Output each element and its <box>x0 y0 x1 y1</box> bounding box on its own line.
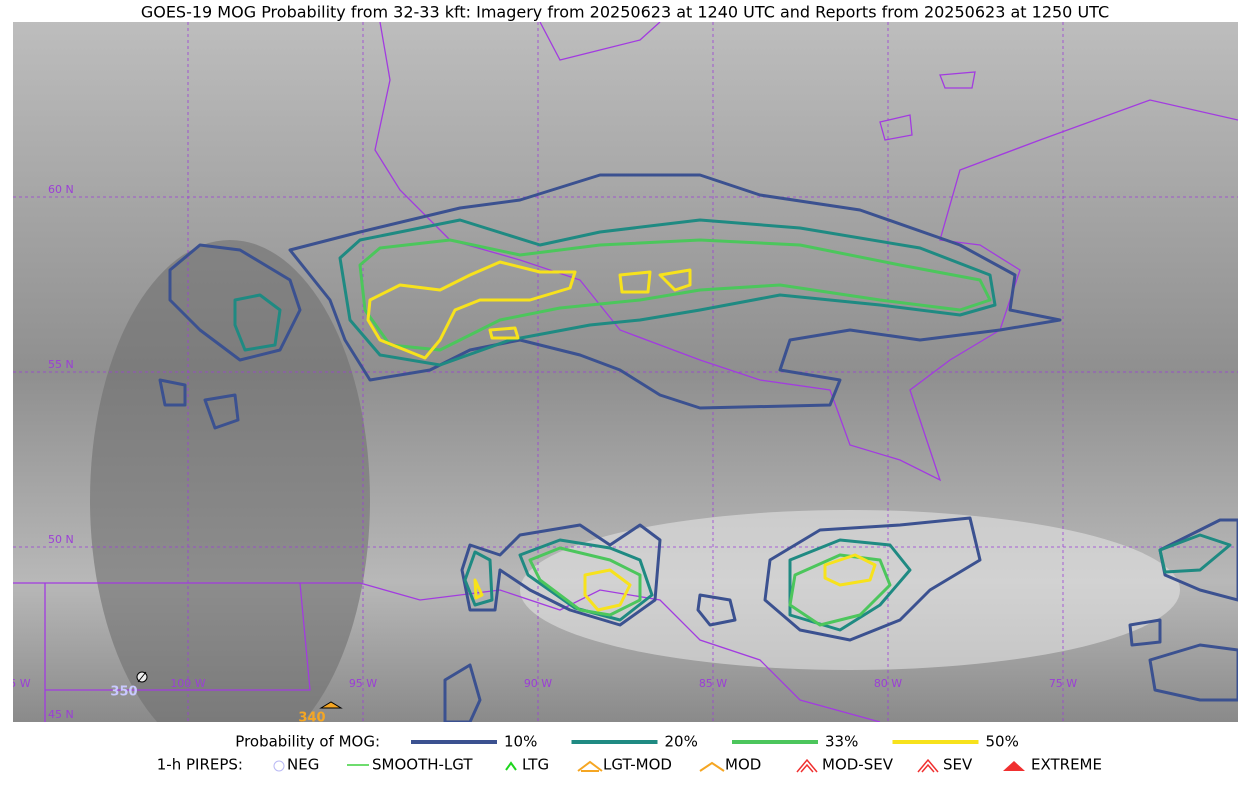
latitude-label: 50 N <box>48 533 74 546</box>
latitude-label: 60 N <box>48 183 74 196</box>
pirep-label: SEV <box>943 756 973 774</box>
pirep-symbol <box>917 758 939 773</box>
latitude-label: 55 N <box>48 358 74 371</box>
legend-label: 33% <box>825 733 858 751</box>
pirep-symbol <box>273 760 285 772</box>
map: 60 N 55 N 50 N 45 N 105 W 100 W 95 W 90 … <box>0 22 1238 726</box>
report-label: 340 <box>298 711 325 726</box>
report-symbol <box>319 701 343 709</box>
report-symbol <box>137 671 147 683</box>
coastlines <box>13 22 1238 722</box>
longitude-label: 100 W <box>170 677 205 690</box>
title: GOES-19 MOG Probability from 32-33 kft: … <box>141 3 1109 22</box>
legend-label: 50% <box>986 733 1019 751</box>
pirep-symbol <box>577 760 603 772</box>
longitude-label: 90 W <box>524 677 552 690</box>
pirep-label: LTG <box>522 756 549 774</box>
pirep-label: EXTREME <box>1031 756 1102 774</box>
latitude-labels: 60 N 55 N 50 N 45 N <box>48 183 74 721</box>
legend: 10% 20% 33% 50% <box>411 733 1019 751</box>
cloud-area <box>520 510 1180 670</box>
legend-title: Probability of MOG: <box>235 733 380 751</box>
longitude-label: 85 W <box>699 677 727 690</box>
pirep-label: MOD-SEV <box>822 756 894 774</box>
report-label: 350 <box>110 685 137 700</box>
pireps-title: 1-h PIREPS: <box>157 756 243 774</box>
pirep-symbol <box>796 758 818 773</box>
pirep-symbol <box>1003 761 1025 771</box>
legend-label: 20% <box>665 733 698 751</box>
dry-area <box>90 240 370 722</box>
pirep-symbol <box>699 761 725 772</box>
longitude-label: 105 W <box>0 677 31 690</box>
pirep-symbol <box>505 761 517 771</box>
pirep-label: SMOOTH-LGT <box>372 756 473 774</box>
pireps-legend: NEG SMOOTH-LGT LTG LGT-MOD MOD MOD-SEV SEV EXTR… <box>273 756 1102 774</box>
reports: 350 340 <box>110 671 343 726</box>
longitude-label: 75 W <box>1049 677 1077 690</box>
legend-label: 10% <box>504 733 537 751</box>
pirep-label: MOD <box>725 756 761 774</box>
latitude-label: 45 N <box>48 708 74 721</box>
longitude-label: 95 W <box>349 677 377 690</box>
longitude-label: 80 W <box>874 677 902 690</box>
contours <box>158 173 1238 722</box>
longitude-labels: 105 W 100 W 95 W 90 W 85 W 80 W 75 W <box>0 677 1077 690</box>
pirep-label: LGT-MOD <box>603 756 672 774</box>
pirep-label: NEG <box>287 756 319 774</box>
